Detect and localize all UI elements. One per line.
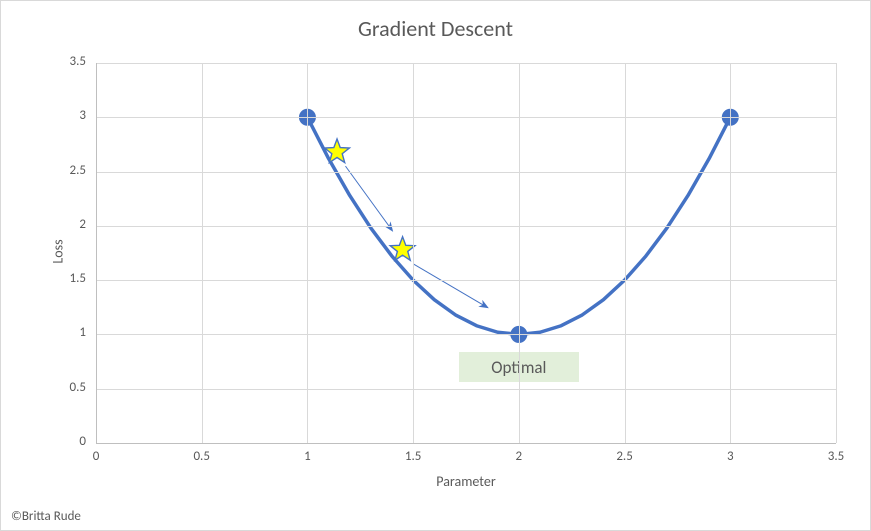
x-tick-label: 0: [76, 449, 116, 464]
credit-label: ©Britta Rude: [11, 509, 81, 524]
grid-line-h: [96, 63, 836, 64]
grid-line-h: [96, 280, 836, 281]
grid-line-h: [96, 334, 836, 335]
grid-line-v: [625, 63, 626, 443]
x-axis-line: [96, 443, 836, 444]
x-tick-label: 3: [710, 449, 750, 464]
x-tick-label: 3.5: [816, 449, 856, 464]
grid-line-h: [96, 172, 836, 173]
y-axis-line: [96, 63, 97, 443]
grid-line-v: [519, 63, 520, 443]
grid-line-h: [96, 117, 836, 118]
x-tick-label: 0.5: [182, 449, 222, 464]
grid-line-v: [307, 63, 308, 443]
chart-frame: Gradient Descent Parameter Loss Optimal …: [0, 0, 871, 531]
grid-line-v: [730, 63, 731, 443]
x-tick-label: 2.5: [605, 449, 645, 464]
x-tick-label: 1.5: [393, 449, 433, 464]
grid-line-v: [413, 63, 414, 443]
plot-svg: [96, 63, 836, 443]
y-tick-label: 1: [46, 325, 86, 340]
chart-title: Gradient Descent: [1, 15, 870, 42]
y-tick-label: 3.5: [46, 54, 86, 69]
descent-arrow: [413, 264, 487, 307]
x-axis-label: Parameter: [96, 473, 836, 490]
grid-line-v: [836, 63, 837, 443]
y-tick-label: 0.5: [46, 380, 86, 395]
grid-line-h: [96, 389, 836, 390]
y-tick-label: 2.5: [46, 163, 86, 178]
plot-area: [96, 63, 836, 443]
x-tick-label: 2: [499, 449, 539, 464]
y-tick-label: 2: [46, 217, 86, 232]
y-tick-label: 1.5: [46, 271, 86, 286]
y-tick-label: 3: [46, 108, 86, 123]
grid-line-h: [96, 226, 836, 227]
y-tick-label: 0: [46, 434, 86, 449]
x-tick-label: 1: [287, 449, 327, 464]
grid-line-v: [202, 63, 203, 443]
